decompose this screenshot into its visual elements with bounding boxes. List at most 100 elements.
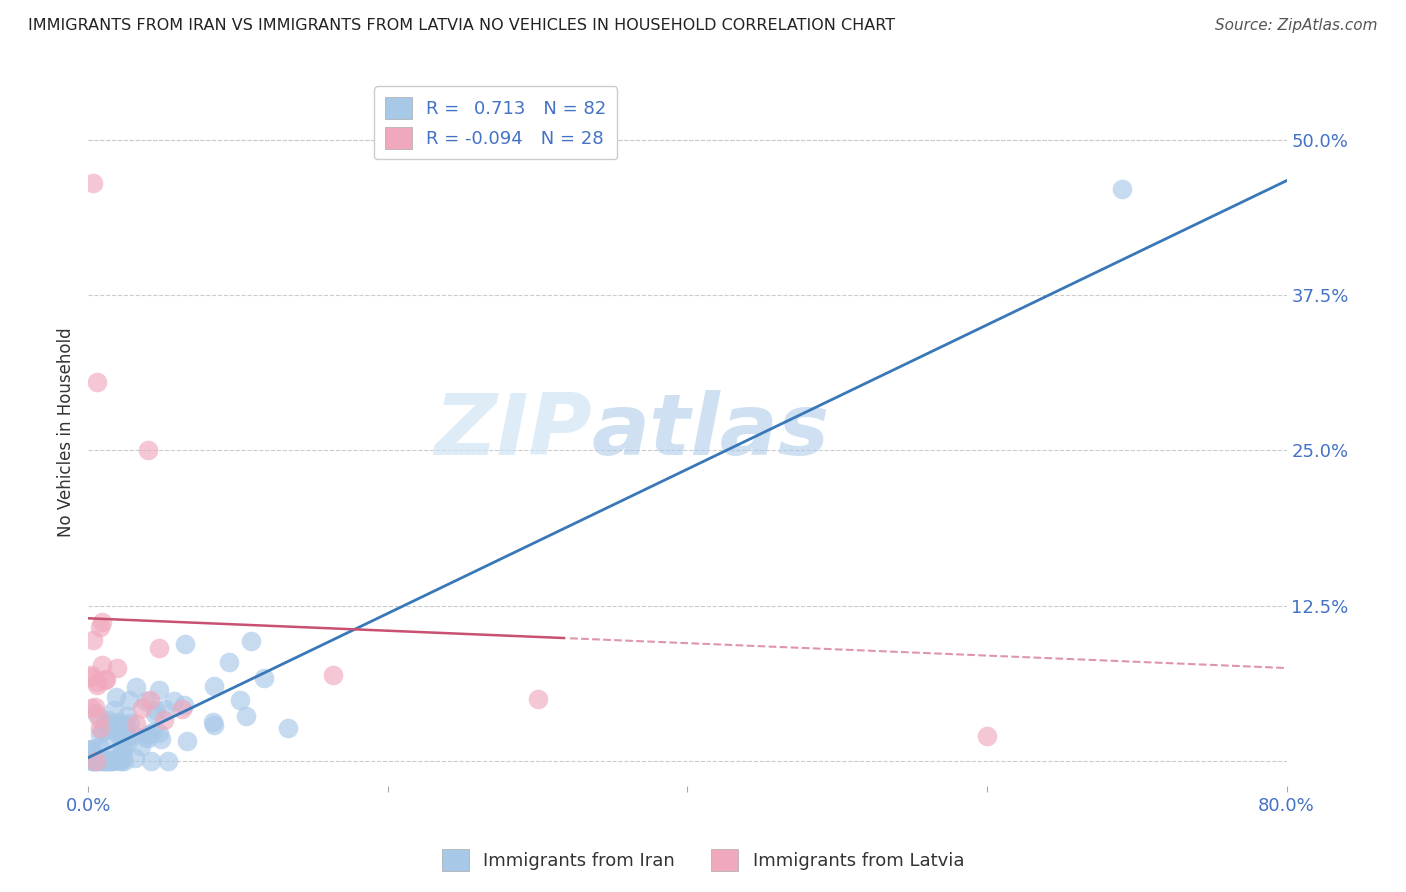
Point xyxy=(277,721,299,735)
Point xyxy=(120,716,142,731)
Point xyxy=(82,754,104,768)
Point xyxy=(97,731,120,746)
Point xyxy=(163,694,186,708)
Text: atlas: atlas xyxy=(592,391,830,474)
Point xyxy=(94,673,117,688)
Point xyxy=(86,375,108,389)
Point xyxy=(97,713,120,727)
Point xyxy=(96,754,118,768)
Point xyxy=(148,682,170,697)
Point xyxy=(89,727,111,741)
Point xyxy=(156,754,179,768)
Point xyxy=(82,176,104,190)
Point xyxy=(108,731,131,745)
Point xyxy=(94,754,117,768)
Point xyxy=(174,636,197,650)
Point xyxy=(135,694,157,708)
Point xyxy=(201,715,224,730)
Point xyxy=(148,640,170,655)
Text: IMMIGRANTS FROM IRAN VS IMMIGRANTS FROM LATVIA NO VEHICLES IN HOUSEHOLD CORRELAT: IMMIGRANTS FROM IRAN VS IMMIGRANTS FROM … xyxy=(28,18,896,33)
Point xyxy=(253,671,276,685)
Point xyxy=(82,633,104,648)
Text: ZIP: ZIP xyxy=(434,391,592,474)
Point xyxy=(240,634,263,648)
Point xyxy=(80,667,103,681)
Point xyxy=(1111,182,1133,196)
Point xyxy=(112,754,135,768)
Point xyxy=(136,731,159,746)
Point xyxy=(80,754,103,768)
Point xyxy=(173,698,195,712)
Point xyxy=(105,661,128,675)
Legend: Immigrants from Iran, Immigrants from Latvia: Immigrants from Iran, Immigrants from La… xyxy=(434,842,972,879)
Point xyxy=(100,753,122,767)
Point xyxy=(84,706,107,721)
Point xyxy=(84,754,107,768)
Point xyxy=(90,754,112,768)
Point xyxy=(129,739,152,754)
Point xyxy=(91,724,114,739)
Point xyxy=(110,725,132,739)
Point xyxy=(80,752,103,766)
Point xyxy=(107,719,129,733)
Point xyxy=(101,754,124,768)
Point xyxy=(526,692,548,706)
Point xyxy=(91,657,114,672)
Point xyxy=(114,724,136,739)
Point xyxy=(235,709,257,723)
Point xyxy=(89,711,111,725)
Point xyxy=(229,692,252,706)
Point xyxy=(202,717,225,731)
Point xyxy=(117,708,139,723)
Point xyxy=(80,670,103,684)
Point xyxy=(103,703,125,717)
Point xyxy=(145,702,167,716)
Point xyxy=(91,754,114,768)
Point xyxy=(150,732,173,747)
Point xyxy=(136,443,159,458)
Point xyxy=(97,754,120,768)
Point xyxy=(105,715,128,730)
Point xyxy=(107,752,129,766)
Point xyxy=(143,706,166,721)
Point xyxy=(115,731,138,745)
Point xyxy=(976,730,998,744)
Point xyxy=(115,736,138,750)
Point xyxy=(105,725,128,739)
Point xyxy=(80,741,103,756)
Point xyxy=(125,680,148,694)
Point xyxy=(105,690,128,704)
Point xyxy=(80,743,103,757)
Point xyxy=(87,754,110,768)
Point xyxy=(125,717,148,731)
Point xyxy=(97,716,120,731)
Point xyxy=(87,740,110,755)
Point xyxy=(84,754,107,768)
Point xyxy=(94,716,117,731)
Point xyxy=(138,727,160,741)
Point xyxy=(94,672,117,686)
Point xyxy=(108,754,131,768)
Point xyxy=(322,668,344,682)
Point xyxy=(153,701,176,715)
Point xyxy=(89,620,111,634)
Y-axis label: No Vehicles in Household: No Vehicles in Household xyxy=(58,327,75,537)
Point xyxy=(202,679,225,693)
Point xyxy=(84,754,107,768)
Point xyxy=(84,700,107,714)
Point xyxy=(139,754,162,768)
Point xyxy=(101,747,124,762)
Point xyxy=(124,751,146,765)
Legend: R =  0.713  N = 82, R = -0.094  N = 28: R = 0.713 N = 82, R = -0.094 N = 28 xyxy=(374,87,617,160)
Point xyxy=(111,746,134,760)
Point xyxy=(118,693,141,707)
Point xyxy=(100,754,122,768)
Point xyxy=(148,726,170,740)
Point xyxy=(89,721,111,735)
Point xyxy=(122,728,145,742)
Point xyxy=(82,742,104,756)
Point xyxy=(82,754,104,768)
Point xyxy=(110,716,132,731)
Point xyxy=(170,702,193,716)
Point xyxy=(86,678,108,692)
